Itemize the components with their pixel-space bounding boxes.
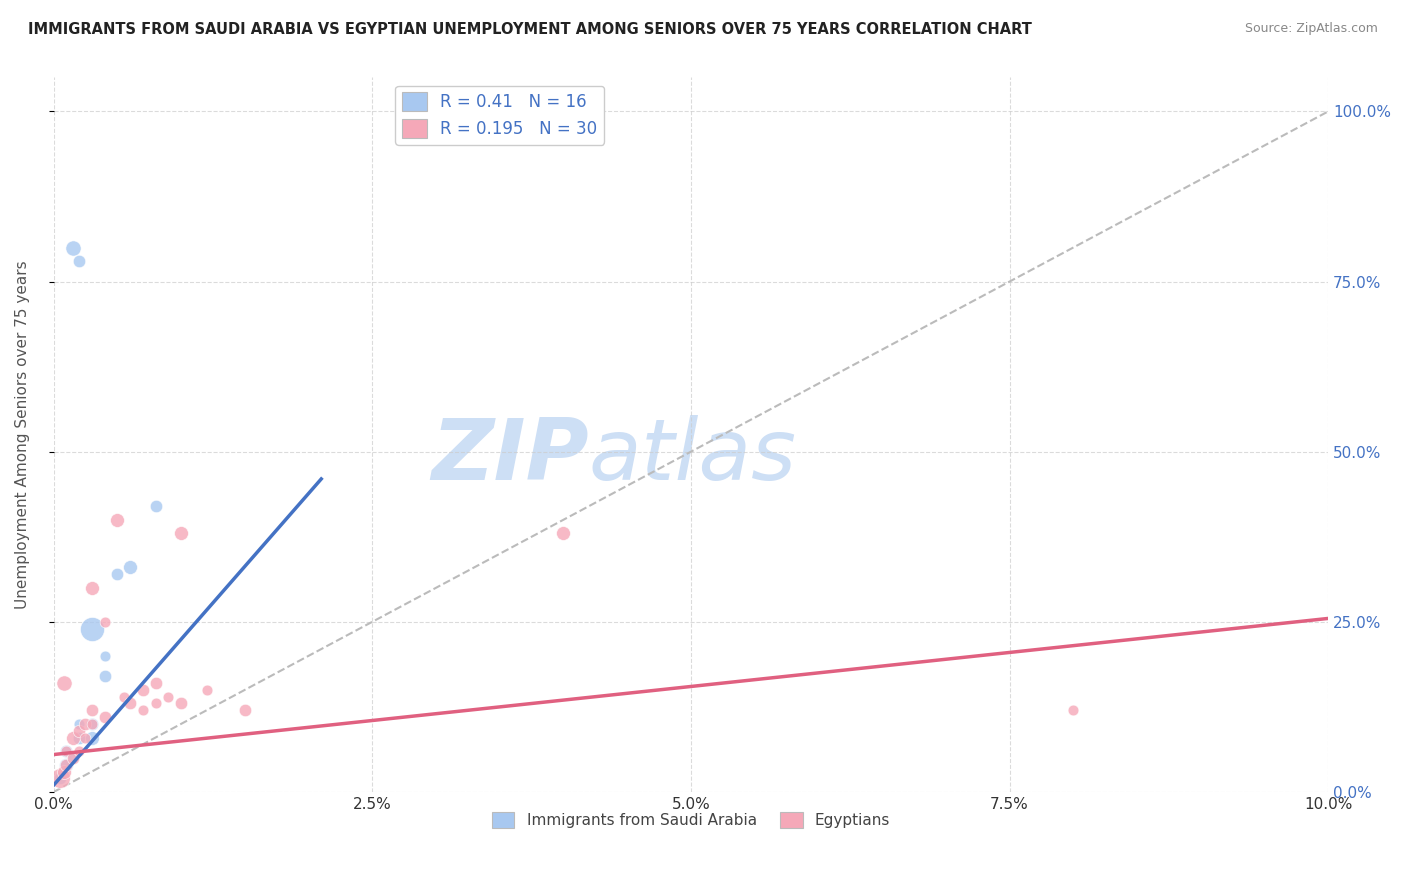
Point xyxy=(93,615,115,629)
Text: atlas: atlas xyxy=(589,415,797,498)
Point xyxy=(75,717,97,731)
Point xyxy=(145,676,167,690)
Point xyxy=(195,682,218,697)
Legend: Immigrants from Saudi Arabia, Egyptians: Immigrants from Saudi Arabia, Egyptians xyxy=(485,805,897,834)
Point xyxy=(52,764,75,779)
Point xyxy=(80,717,103,731)
Point xyxy=(93,669,115,683)
Point xyxy=(67,744,90,758)
Point xyxy=(80,717,103,731)
Point xyxy=(62,241,84,255)
Point xyxy=(55,744,77,758)
Point xyxy=(67,731,90,745)
Point xyxy=(145,697,167,711)
Point xyxy=(55,757,77,772)
Point xyxy=(1062,703,1084,717)
Point xyxy=(120,560,142,574)
Point xyxy=(120,697,142,711)
Point xyxy=(132,682,155,697)
Point xyxy=(55,757,77,772)
Point xyxy=(80,703,103,717)
Y-axis label: Unemployment Among Seniors over 75 years: Unemployment Among Seniors over 75 years xyxy=(15,260,30,609)
Point xyxy=(105,513,128,527)
Text: IMMIGRANTS FROM SAUDI ARABIA VS EGYPTIAN UNEMPLOYMENT AMONG SENIORS OVER 75 YEAR: IMMIGRANTS FROM SAUDI ARABIA VS EGYPTIAN… xyxy=(28,22,1032,37)
Point xyxy=(132,703,155,717)
Point xyxy=(93,710,115,724)
Point xyxy=(55,744,77,758)
Point xyxy=(105,567,128,582)
Point xyxy=(80,622,103,636)
Point xyxy=(62,731,84,745)
Point xyxy=(145,499,167,513)
Point xyxy=(49,772,72,786)
Point xyxy=(157,690,180,704)
Point xyxy=(80,581,103,595)
Point xyxy=(112,690,135,704)
Point xyxy=(93,648,115,663)
Point xyxy=(49,772,72,786)
Point xyxy=(80,731,103,745)
Point xyxy=(67,254,90,268)
Point xyxy=(170,526,193,541)
Point xyxy=(67,717,90,731)
Point xyxy=(553,526,575,541)
Point xyxy=(67,723,90,738)
Point xyxy=(170,697,193,711)
Point xyxy=(62,751,84,765)
Point xyxy=(75,731,97,745)
Point xyxy=(233,703,256,717)
Point xyxy=(62,751,84,765)
Text: ZIP: ZIP xyxy=(432,415,589,498)
Point xyxy=(52,676,75,690)
Text: Source: ZipAtlas.com: Source: ZipAtlas.com xyxy=(1244,22,1378,36)
